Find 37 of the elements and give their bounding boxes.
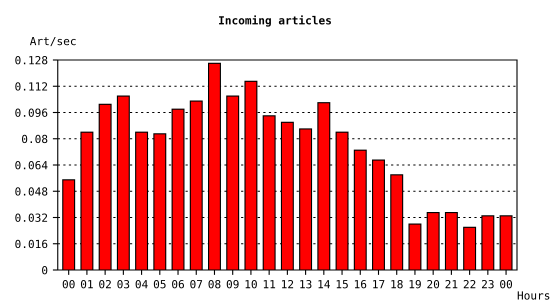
x-tick-label: 00 — [62, 280, 75, 288]
x-tick-label: 08 — [208, 280, 220, 288]
x-tick-label: 17 — [373, 280, 384, 288]
x-tick-label: 05 — [154, 280, 166, 288]
y-tick-label: 0.032 — [15, 214, 48, 222]
x-tick-label: 16 — [354, 280, 366, 288]
y-tick-label: 0.08 — [22, 134, 48, 144]
x-tick-label: 06 — [172, 280, 184, 288]
x-tick-label: 03 — [117, 280, 130, 288]
x-tick-label: 20 — [427, 280, 440, 288]
x-tick-label: 19 — [410, 280, 421, 288]
x-tick-label: 18 — [391, 280, 403, 288]
x-tick-label: 00 — [500, 280, 512, 288]
y-tick-label: 0.048 — [15, 187, 48, 196]
x-tick-label: 14 — [318, 280, 330, 288]
y-axis-title: Art/sec — [30, 36, 76, 46]
y-tick-label: 0.096 — [15, 108, 48, 117]
x-tick-label: 23 — [482, 280, 494, 288]
x-tick-label: 04 — [136, 280, 148, 288]
x-tick-label: 02 — [99, 280, 111, 288]
x-tick-label: 22 — [464, 280, 476, 288]
x-tick-label: 11 — [264, 280, 276, 288]
x-tick-label: 13 — [300, 280, 312, 288]
x-tick-label: 21 — [446, 280, 458, 288]
y-tick-label: 0.112 — [15, 82, 48, 91]
x-tick-label: 01 — [80, 280, 93, 288]
x-axis-title: Hours — [518, 291, 550, 300]
y-tick-label: 0 — [42, 266, 48, 274]
x-tick-label: 10 — [246, 280, 257, 288]
x-tick-label: 12 — [282, 280, 294, 288]
x-tick-label: 07 — [190, 280, 202, 288]
y-tick-label: 0.016 — [15, 240, 48, 248]
chart-title: Incoming articles — [219, 15, 331, 27]
x-tick-label: 09 — [226, 280, 239, 288]
y-tick-label: 0.128 — [15, 56, 48, 64]
x-tick-label: 15 — [336, 280, 348, 288]
y-tick-label: 0.064 — [15, 161, 48, 170]
